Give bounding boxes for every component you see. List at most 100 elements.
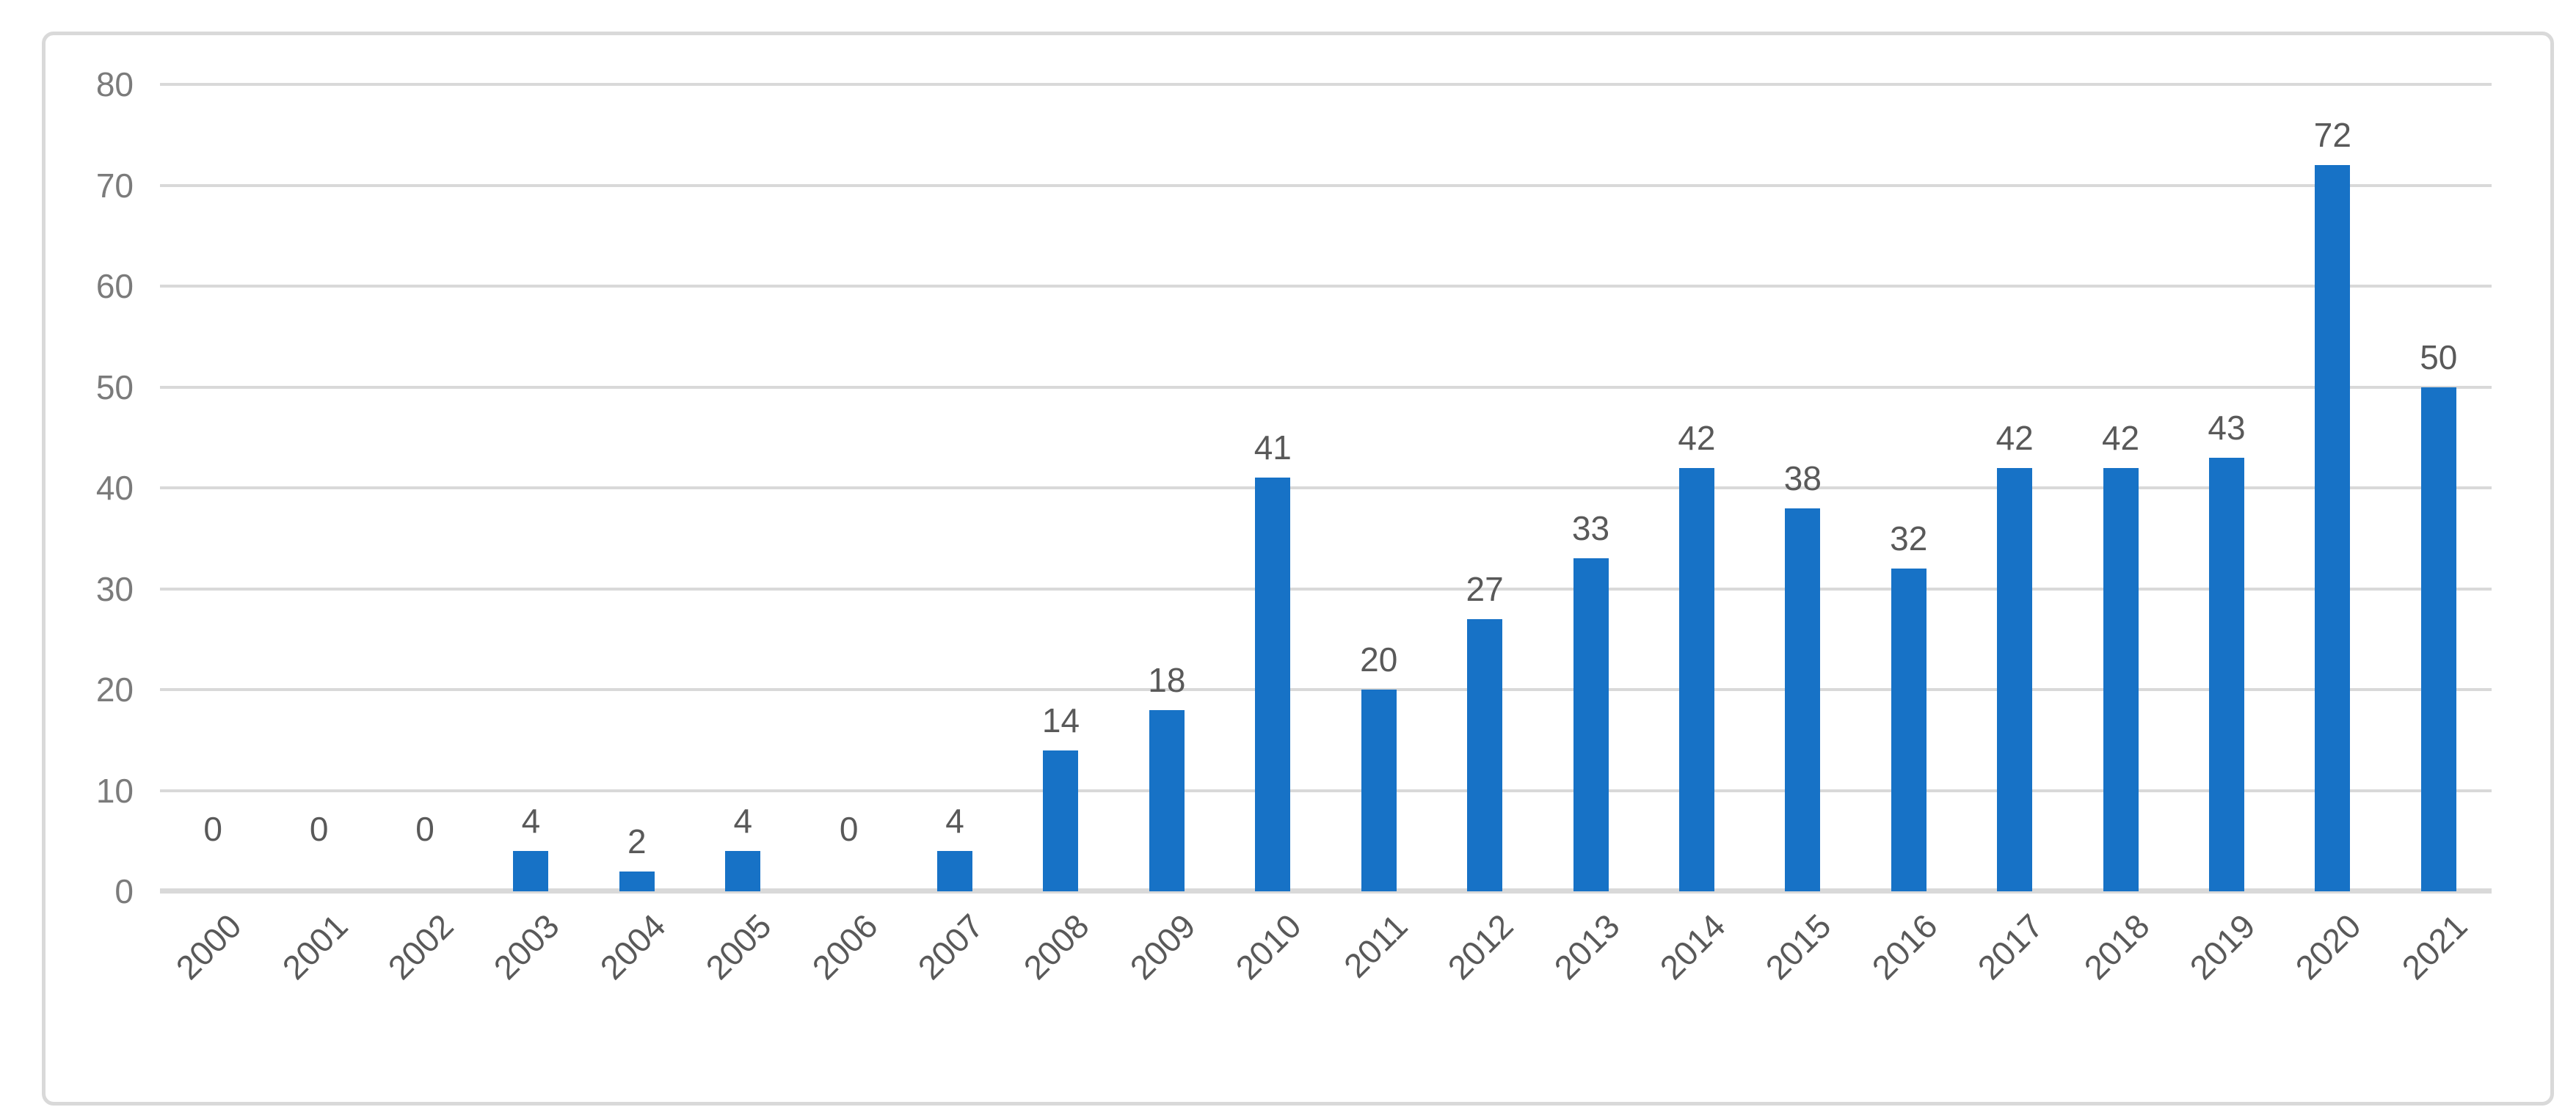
category-slot-2016: 32 <box>1856 84 1962 891</box>
data-label-2015: 38 <box>1783 458 1822 497</box>
bar-2005 <box>725 851 761 891</box>
x-tick-label-2000: 2000 <box>168 906 249 987</box>
x-tick-label-2015: 2015 <box>1758 906 1838 987</box>
bar-2017 <box>1997 467 2033 891</box>
data-label-2004: 2 <box>627 822 647 861</box>
bar-2007 <box>937 851 973 891</box>
x-tick-label-2008: 2008 <box>1016 906 1097 987</box>
category-slot-2017: 42 <box>1962 84 2067 891</box>
bar-2015 <box>1785 508 1821 891</box>
bar-2013 <box>1573 558 1609 891</box>
data-label-2019: 43 <box>2208 408 2246 447</box>
x-tick-label-2017: 2017 <box>1970 906 2051 987</box>
gridline-40 <box>160 486 2492 489</box>
y-tick-label-80: 80 <box>95 65 134 103</box>
x-tick-label-2010: 2010 <box>1228 906 1309 987</box>
y-tick-label-50: 50 <box>95 368 134 406</box>
bar-2009 <box>1149 709 1185 891</box>
x-tick-label-2006: 2006 <box>804 906 885 987</box>
bar-2018 <box>2103 467 2139 891</box>
category-slot-2000: 0 <box>160 84 266 891</box>
gridline-80 <box>160 83 2492 86</box>
y-tick-label-40: 40 <box>95 469 134 507</box>
x-axis-line <box>160 888 2492 894</box>
data-label-2016: 32 <box>1890 519 1928 558</box>
data-label-2006: 0 <box>839 810 859 848</box>
x-axis-tick-labels: 2000 2001 2002 2003 2004 2005 2006 2007 2008 2009… <box>160 906 2492 1099</box>
category-slot-2012: 27 <box>1432 84 1538 891</box>
x-tick-label-2019: 2019 <box>2182 906 2263 987</box>
x-tick-label-2011: 2011 <box>1336 906 1415 985</box>
bar-2003 <box>513 851 549 891</box>
x-tick-label-2007: 2007 <box>910 906 991 987</box>
category-slot-2021: 50 <box>2386 84 2492 891</box>
bar-2019 <box>2208 457 2244 891</box>
y-tick-label-60: 60 <box>95 267 134 305</box>
data-label-2018: 42 <box>2101 418 2140 457</box>
data-label-2001: 0 <box>309 810 329 848</box>
data-label-2005: 4 <box>733 802 753 840</box>
x-tick-label-2001: 2001 <box>274 906 355 987</box>
category-slot-2018: 42 <box>2067 84 2173 891</box>
bar-2004 <box>619 871 655 891</box>
bar-2014 <box>1678 467 1714 891</box>
chart-frame: 80 70 60 50 40 30 20 10 0 0 0 0 4 2 4 0 4 14 18 41 20 27 33 42… <box>42 32 2554 1106</box>
y-tick-label-70: 70 <box>95 166 134 205</box>
data-label-2003: 4 <box>521 802 541 840</box>
gridline-20 <box>160 688 2492 691</box>
category-slot-2014: 42 <box>1644 84 1750 891</box>
category-slot-2006: 0 <box>796 84 901 891</box>
x-tick-label-2013: 2013 <box>1546 906 1627 987</box>
y-tick-label-20: 20 <box>95 671 134 709</box>
bar-2008 <box>1043 750 1079 891</box>
x-tick-label-2014: 2014 <box>1652 906 1733 987</box>
gridline-10 <box>160 789 2492 792</box>
bar-2010 <box>1255 478 1291 891</box>
category-slot-2015: 38 <box>1750 84 1855 891</box>
y-tick-label-10: 10 <box>95 771 134 810</box>
x-tick-label-2004: 2004 <box>592 906 673 987</box>
data-label-2017: 42 <box>1995 418 2034 457</box>
data-label-2013: 33 <box>1571 509 1610 548</box>
category-slot-2010: 41 <box>1220 84 1325 891</box>
x-tick-label-2020: 2020 <box>2288 906 2369 987</box>
data-label-2014: 42 <box>1678 418 1716 457</box>
category-slot-2003: 4 <box>478 84 583 891</box>
data-label-2020: 72 <box>2313 116 2351 154</box>
x-tick-label-2016: 2016 <box>1864 906 1945 987</box>
data-label-2011: 20 <box>1360 640 1398 679</box>
category-slot-2008: 14 <box>1008 84 1113 891</box>
category-slot-2009: 18 <box>1114 84 1220 891</box>
bar-2012 <box>1467 618 1503 891</box>
data-label-2010: 41 <box>1254 428 1292 467</box>
bar-2020 <box>2315 165 2351 891</box>
category-slot-2001: 0 <box>266 84 371 891</box>
data-label-2021: 50 <box>2420 337 2458 376</box>
data-label-2000: 0 <box>203 810 222 848</box>
x-tick-label-2012: 2012 <box>1440 906 1521 987</box>
data-label-2009: 18 <box>1148 660 1186 699</box>
data-label-2007: 4 <box>945 802 964 840</box>
data-label-2012: 27 <box>1466 569 1504 608</box>
data-label-2008: 14 <box>1041 701 1080 739</box>
category-slot-2020: 72 <box>2280 84 2385 891</box>
category-slot-2002: 0 <box>372 84 478 891</box>
plot-area: 0 0 0 4 2 4 0 4 14 18 41 20 27 33 42 38 32 42 42 43 72 50 <box>160 83 2492 894</box>
category-slot-2011: 20 <box>1326 84 1432 891</box>
gridline-70 <box>160 183 2492 187</box>
gridline-50 <box>160 385 2492 389</box>
bar-2016 <box>1891 569 1926 891</box>
category-slot-2007: 4 <box>902 84 1008 891</box>
category-slot-2005: 4 <box>690 84 796 891</box>
bar-2021 <box>2420 387 2456 891</box>
y-tick-label-30: 30 <box>95 569 134 608</box>
x-tick-label-2003: 2003 <box>486 906 567 987</box>
data-label-2002: 0 <box>415 810 434 848</box>
category-slot-2004: 2 <box>584 84 690 891</box>
category-slot-2013: 33 <box>1538 84 1643 891</box>
x-tick-label-2005: 2005 <box>698 906 779 987</box>
bar-2011 <box>1361 690 1397 891</box>
y-axis-tick-labels: 80 70 60 50 40 30 20 10 0 <box>53 67 134 908</box>
x-tick-label-2021: 2021 <box>2394 906 2475 987</box>
